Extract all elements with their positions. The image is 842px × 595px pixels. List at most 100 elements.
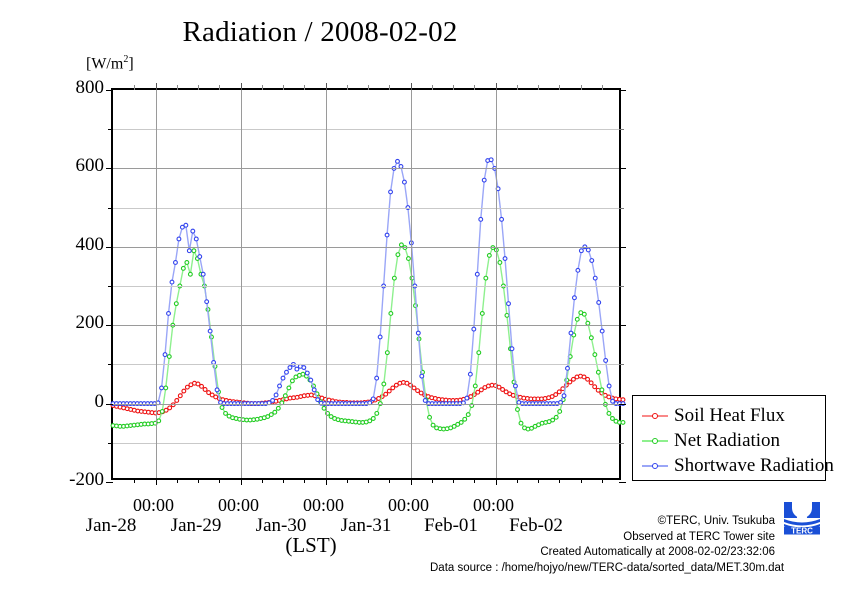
data-point — [575, 267, 581, 273]
data-point — [406, 256, 411, 262]
gridline-horizontal — [113, 246, 619, 248]
data-point — [568, 330, 574, 336]
data-point — [166, 354, 172, 360]
y-axis-tick-minor — [619, 286, 624, 287]
y-axis-unit-label: [W/m2] — [86, 54, 134, 73]
x-axis-tick-minor — [219, 85, 221, 90]
x-axis-time-label: 00:00 — [472, 495, 515, 515]
y-axis-tick-minor — [108, 129, 113, 131]
x-axis-tick — [155, 478, 157, 485]
footer-created: Created Automatically at 2008-02-02/23:3… — [540, 546, 775, 558]
data-point — [419, 373, 425, 379]
data-point — [610, 416, 615, 421]
y-axis-tick-labels: 800 600 400 200 0 -200 — [40, 77, 104, 490]
data-point — [162, 352, 168, 358]
x-axis-tick-minor — [580, 478, 582, 483]
data-point — [159, 385, 165, 391]
data-point — [300, 371, 306, 377]
gridline-horizontal — [113, 325, 619, 327]
y-axis-tick-minor — [619, 364, 624, 366]
x-axis-time-label: 00:00 — [302, 495, 345, 515]
x-axis-tick-minor — [134, 478, 136, 483]
series-shortwave-radiation — [110, 157, 626, 407]
gridline-horizontal — [113, 168, 619, 170]
legend-marker — [652, 413, 658, 419]
data-point — [197, 254, 203, 260]
legend-marker — [652, 438, 658, 444]
data-point — [163, 385, 169, 391]
data-point — [287, 365, 293, 370]
y-axis-tick — [619, 168, 626, 170]
x-axis-tick-minor — [389, 85, 391, 90]
data-point — [478, 216, 484, 222]
page-title: Radiation / 2008-02-02 — [182, 16, 458, 48]
data-point — [589, 258, 595, 263]
data-point — [176, 236, 182, 242]
data-point — [570, 376, 576, 382]
data-point — [184, 260, 190, 265]
data-point — [467, 371, 473, 377]
legend-item-net-radiation[interactable]: Net Radiation — [642, 427, 780, 455]
data-point — [476, 350, 482, 356]
gridline-horizontal-minor — [113, 442, 619, 444]
y-axis-tick-label: -200 — [69, 469, 104, 490]
data-point — [561, 393, 567, 399]
data-point — [500, 387, 506, 392]
x-axis-tick — [240, 478, 242, 485]
data-point — [513, 383, 518, 389]
footer-observed: Observed at TERC Tower site — [623, 530, 775, 543]
data-point — [553, 414, 559, 420]
x-axis-date-label: Feb-01 — [424, 515, 478, 536]
data-point — [588, 335, 594, 341]
legend-item-soil-heat-flux[interactable]: Soil Heat Flux — [642, 402, 785, 430]
x-axis-tick-minor — [176, 478, 178, 483]
x-axis-date-label: Feb-02 — [509, 515, 563, 536]
data-point — [557, 408, 563, 414]
x-axis-tick-minor — [176, 85, 178, 90]
legend-label: Soil Heat Flux — [674, 405, 785, 426]
gridline-vertical — [325, 90, 327, 478]
x-axis-tick-minor — [431, 85, 433, 90]
data-point — [381, 381, 387, 387]
data-point — [610, 398, 616, 404]
data-point — [458, 419, 464, 425]
data-point — [388, 310, 394, 316]
data-point — [620, 419, 626, 425]
x-axis-tick-minor — [198, 85, 199, 90]
data-point — [202, 387, 208, 392]
data-point — [462, 416, 468, 422]
x-axis-time-label: 00:00 — [132, 495, 175, 515]
data-point — [486, 252, 492, 258]
footer-text: ©TERC, Univ. Tsukuba Observed at TERC To… — [430, 514, 784, 576]
data-point — [277, 383, 282, 389]
x-axis-tick — [495, 478, 497, 485]
y-axis-tick-label: 800 — [75, 77, 105, 98]
x-axis-tick-minor — [219, 478, 221, 483]
data-point — [315, 397, 321, 403]
x-axis-tick-minor — [601, 478, 603, 483]
data-point — [173, 301, 179, 307]
data-point — [289, 378, 295, 384]
x-axis-tick — [155, 83, 157, 90]
legend-item-shortwave-radiation[interactable]: Shortwave Radiation — [642, 452, 834, 480]
legend-swatch-icon — [642, 410, 668, 422]
x-axis-tick-minor — [538, 478, 539, 483]
x-axis-tick-minor — [453, 478, 454, 483]
data-point — [177, 393, 183, 399]
data-point — [581, 374, 587, 380]
gridline-vertical — [495, 90, 497, 478]
x-axis-tick-minor — [538, 85, 539, 90]
data-point — [606, 410, 612, 416]
x-axis-tick-minor — [474, 478, 476, 483]
data-point — [495, 186, 501, 192]
data-point — [311, 387, 317, 393]
data-point — [190, 228, 196, 234]
x-axis-tick-minor — [304, 85, 306, 90]
x-axis-tick-minor — [346, 85, 348, 90]
data-point — [471, 326, 477, 332]
gridline-vertical — [410, 90, 412, 478]
data-point — [592, 384, 598, 390]
data-point — [384, 232, 390, 238]
data-point — [603, 358, 609, 363]
